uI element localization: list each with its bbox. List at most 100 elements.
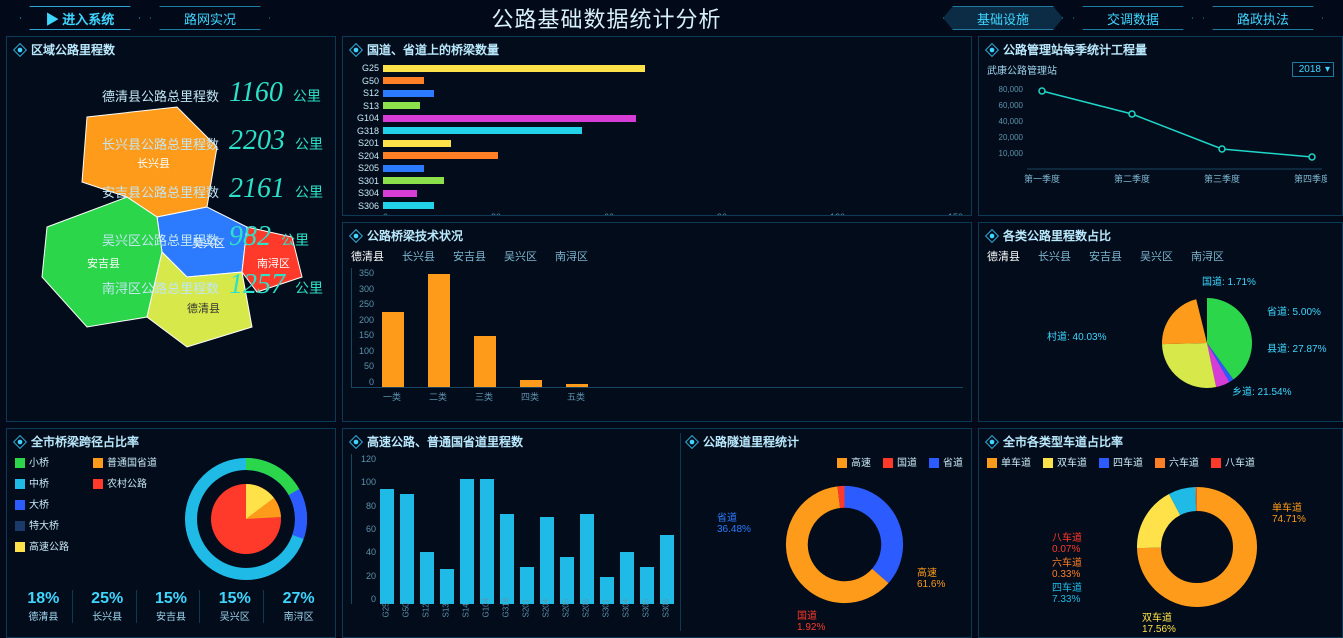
mgmt-panel: 公路管理站每季统计工程量 武康公路管理站 2018 80,000 60,000 40… <box>978 36 1343 216</box>
bridge-count-panel: 国道、省道上的桥梁数量 G25G50S12S13G104G318S201S204… <box>342 36 972 216</box>
legend-item: 双车道 <box>1043 454 1087 469</box>
svg-text:10,000: 10,000 <box>999 149 1024 158</box>
highway-title: 高速公路、普通国省道里程数 <box>367 433 523 450</box>
diamond-icon <box>349 434 363 448</box>
legend-item: 国道 <box>883 454 917 469</box>
tunnel-donut <box>777 477 912 612</box>
bar <box>520 380 542 387</box>
svg-text:60,000: 60,000 <box>999 101 1024 110</box>
svg-text:第二季度: 第二季度 <box>1114 173 1150 184</box>
bar <box>440 569 454 604</box>
tab[interactable]: 长兴县 <box>1038 248 1071 264</box>
legend-item: 小桥 <box>15 454 83 469</box>
legend-item: 中桥 <box>15 475 83 490</box>
bar <box>400 494 414 604</box>
diamond-icon <box>13 434 27 448</box>
hbar-row: S306 <box>351 200 963 213</box>
hbar-row: S12 <box>351 87 963 100</box>
map-stat: 南浔区公路总里程数1257公里 <box>102 269 323 301</box>
tunnel-title: 公路隧道里程统计 <box>703 433 799 450</box>
bar <box>660 535 674 604</box>
bridge-tech-panel: 公路桥梁技术状况 德清县长兴县安吉县吴兴区南浔区 350300250200150… <box>342 222 972 422</box>
legend-item: 高速公路 <box>15 538 83 553</box>
tab[interactable]: 长兴县 <box>402 248 435 264</box>
bar <box>420 552 434 605</box>
enter-system-button[interactable]: ▶ 进入系统 <box>20 6 140 30</box>
road-net-button[interactable]: 路网实况 <box>150 6 270 30</box>
mgmt-station: 武康公路管理站 <box>987 62 1057 77</box>
legend-item: 八车道 <box>1211 454 1255 469</box>
roadtype-panel: 各类公路里程数占比 德清县长兴县安吉县吴兴区南浔区 村道: 40.03% 国道:… <box>978 222 1343 422</box>
svg-text:80,000: 80,000 <box>999 85 1024 94</box>
traffic-button[interactable]: 交调数据 <box>1073 6 1193 30</box>
hbar-row: S13 <box>351 100 963 113</box>
year-select[interactable]: 2018 <box>1292 62 1334 77</box>
roadtype-title: 各类公路里程数占比 <box>1003 227 1111 244</box>
bar <box>540 517 554 605</box>
hbar-row: G50 <box>351 75 963 88</box>
tab[interactable]: 南浔区 <box>555 248 588 264</box>
roadtype-pie <box>1152 288 1262 398</box>
bridgespan-donut <box>181 454 311 584</box>
hbar-row: S301 <box>351 175 963 188</box>
tab[interactable]: 安吉县 <box>453 248 486 264</box>
pct-cell: 27%南浔区 <box>270 590 327 623</box>
legend-item: 六车道 <box>1155 454 1199 469</box>
bar <box>580 514 594 604</box>
infra-button[interactable]: 基础设施 <box>943 6 1063 30</box>
bar <box>428 274 450 387</box>
hbar-row: S205 <box>351 162 963 175</box>
tab[interactable]: 吴兴区 <box>1140 248 1173 264</box>
svg-text:40,000: 40,000 <box>999 117 1024 126</box>
svg-text:第三季度: 第三季度 <box>1204 173 1240 184</box>
bar <box>566 384 588 387</box>
mgmt-title: 公路管理站每季统计工程量 <box>1003 41 1147 58</box>
legend-item: 四车道 <box>1099 454 1143 469</box>
hbar-row: G25 <box>351 62 963 75</box>
hbar-row: G104 <box>351 112 963 125</box>
diamond-icon <box>349 228 363 242</box>
hbar-row: S304 <box>351 187 963 200</box>
topbar: ▶ 进入系统 路网实况 公路基础数据统计分析 基础设施 交调数据 路政执法 <box>0 0 1343 36</box>
diamond-icon <box>985 228 999 242</box>
lane-panel: 全市各类型车道占比率 单车道双车道四车道六车道八车道 单车道74.71% 八车道… <box>978 428 1343 638</box>
pct-cell: 25%长兴县 <box>79 590 137 623</box>
svg-text:20,000: 20,000 <box>999 133 1024 142</box>
lane-title: 全市各类型车道占比率 <box>1003 433 1123 450</box>
legend-item: 单车道 <box>987 454 1031 469</box>
hbar-row: G318 <box>351 125 963 138</box>
legend-item: 农村公路 <box>93 475 171 490</box>
bridge-tech-title: 公路桥梁技术状况 <box>367 227 463 244</box>
bar <box>380 489 394 604</box>
legend-item: 高速 <box>837 454 871 469</box>
hbar-row: S204 <box>351 150 963 163</box>
bar <box>620 552 634 605</box>
map-stat: 吴兴区公路总里程数982公里 <box>102 221 323 253</box>
bar <box>474 336 496 387</box>
law-button[interactable]: 路政执法 <box>1203 6 1323 30</box>
lane-donut <box>1127 477 1267 617</box>
map-stat: 安吉县公路总里程数2161公里 <box>102 173 323 205</box>
bridgespan-panel: 全市桥梁跨径占比率 小桥中桥大桥特大桥高速公路 普通国省道农村公路 18%德清县… <box>6 428 336 638</box>
pct-cell: 15%吴兴区 <box>206 590 264 623</box>
bar <box>500 514 514 604</box>
tab[interactable]: 南浔区 <box>1191 248 1224 264</box>
pct-cell: 18%德清县 <box>15 590 73 623</box>
bridgespan-title: 全市桥梁跨径占比率 <box>31 433 139 450</box>
mgmt-line-chart: 80,000 60,000 40,000 20,000 10,000 第一季度 第二季度 第… <box>987 79 1327 189</box>
legend-item: 省道 <box>929 454 963 469</box>
svg-text:第一季度: 第一季度 <box>1024 173 1060 184</box>
svg-text:第四季度: 第四季度 <box>1294 173 1327 184</box>
map-stat: 长兴县公路总里程数2203公里 <box>102 125 323 157</box>
diamond-icon <box>985 434 999 448</box>
region-panel: 区域公路里程数 长兴县 吴兴区 南浔区 安吉县 德清县 德清县公路总里程数116… <box>6 36 336 422</box>
tab[interactable]: 安吉县 <box>1089 248 1122 264</box>
bar <box>382 312 404 387</box>
map-stat: 德清县公路总里程数1160公里 <box>102 77 323 109</box>
tab[interactable]: 吴兴区 <box>504 248 537 264</box>
tab[interactable]: 德清县 <box>987 248 1020 264</box>
region-title: 区域公路里程数 <box>31 41 115 58</box>
legend-item: 普通国省道 <box>93 454 171 469</box>
tab[interactable]: 德清县 <box>351 248 384 264</box>
pct-cell: 15%安吉县 <box>143 590 201 623</box>
